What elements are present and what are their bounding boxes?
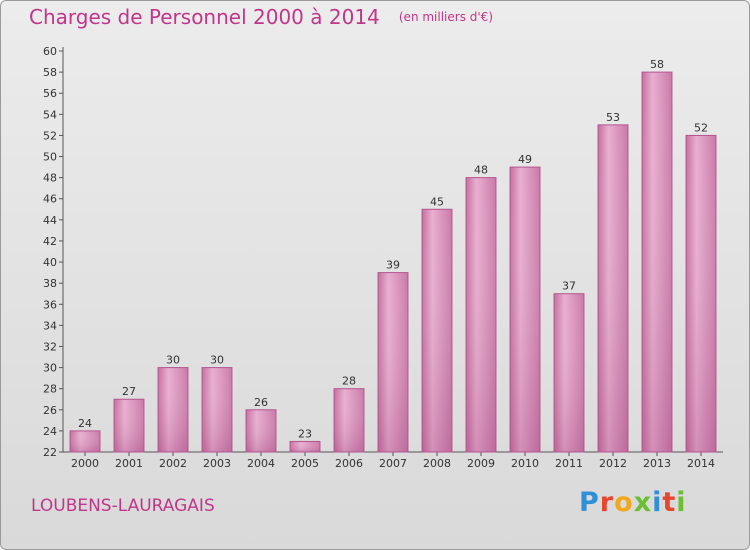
bar-value-label: 27 xyxy=(122,385,136,398)
x-tick-label: 2002 xyxy=(159,457,187,470)
y-tick-label: 50 xyxy=(43,151,57,164)
x-tick-label: 2007 xyxy=(379,457,407,470)
chart-subtitle: (en milliers d'€) xyxy=(398,10,493,24)
bar-value-label: 37 xyxy=(562,280,576,293)
proxiti-logo: Proxiti xyxy=(579,487,687,518)
logo-letter: r xyxy=(599,487,615,518)
bar-shade xyxy=(202,368,232,452)
bar-value-label: 28 xyxy=(342,375,356,388)
y-tick-label: 22 xyxy=(43,446,57,459)
bar-shade xyxy=(378,273,408,452)
bar-shade xyxy=(554,294,584,452)
axes: 22 24 26 28 30 32 34 36 38 40 42 44 46 48 50 52 54 56 58 60… xyxy=(43,45,723,470)
x-tick-label: 2014 xyxy=(687,457,715,470)
y-tick-label: 36 xyxy=(43,298,57,311)
y-tick-label: 56 xyxy=(43,87,57,100)
x-tick-label: 2001 xyxy=(115,457,143,470)
x-tick-label: 2006 xyxy=(335,457,363,470)
y-tick-label: 24 xyxy=(43,425,57,438)
bar-shade xyxy=(158,368,188,452)
bar-value-label: 45 xyxy=(430,195,444,208)
bar-shade xyxy=(466,178,496,452)
logo-letter: x xyxy=(633,487,653,518)
bar-value-label: 48 xyxy=(474,164,488,177)
logo-letter: t xyxy=(662,487,677,518)
x-tick-label: 2004 xyxy=(247,457,275,470)
bar-value-label: 30 xyxy=(166,354,180,367)
value-labels: 24 27 30 30 26 23 28 39 45 48 49 37 53 58 52 xyxy=(78,58,708,440)
y-tick-label: 34 xyxy=(43,319,57,332)
bar-value-label: 39 xyxy=(386,259,400,272)
bar-value-label: 24 xyxy=(78,417,92,430)
bar-shade xyxy=(246,410,276,452)
y-tick-label: 60 xyxy=(43,45,57,58)
bar-shade xyxy=(422,209,452,452)
y-tick-label: 30 xyxy=(43,362,57,375)
y-tick-label: 40 xyxy=(43,256,57,269)
y-tick-label: 48 xyxy=(43,172,57,185)
x-tick-label: 2012 xyxy=(599,457,627,470)
title-row: Charges de Personnel 2000 à 2014 (en mil… xyxy=(29,5,493,29)
bar-shade xyxy=(290,441,320,452)
bar-shade xyxy=(114,399,144,452)
y-tick-label: 38 xyxy=(43,277,57,290)
bar-value-label: 30 xyxy=(210,354,224,367)
bar-shade xyxy=(686,135,716,452)
x-tick-label: 2000 xyxy=(71,457,99,470)
y-tick-label: 26 xyxy=(43,404,57,417)
x-tick-label: 2005 xyxy=(291,457,319,470)
x-tick-label: 2009 xyxy=(467,457,495,470)
bar-value-label: 23 xyxy=(298,427,312,440)
commune-name: LOUBENS-LAURAGAIS xyxy=(31,496,215,516)
x-tick-label: 2008 xyxy=(423,457,451,470)
y-tick-label: 46 xyxy=(43,193,57,206)
logo-letter: o xyxy=(614,487,634,518)
x-tick-label: 2013 xyxy=(643,457,671,470)
bar-value-label: 53 xyxy=(606,111,620,124)
bar-shade xyxy=(598,125,628,452)
x-tick-label: 2011 xyxy=(555,457,583,470)
y-tick-label: 52 xyxy=(43,129,57,142)
y-tick-label: 54 xyxy=(43,108,57,121)
bar-shade xyxy=(510,167,540,452)
logo-letter: P xyxy=(579,487,600,518)
bars xyxy=(69,71,717,453)
y-tick-label: 28 xyxy=(43,383,57,396)
chart-title: Charges de Personnel 2000 à 2014 xyxy=(29,5,380,29)
bar-value-label: 26 xyxy=(254,396,268,409)
logo-letter: i xyxy=(676,487,687,518)
bar-shade xyxy=(70,431,100,452)
bar-value-label: 58 xyxy=(650,58,664,71)
bar-shade xyxy=(334,389,364,452)
bar-shade xyxy=(642,72,672,452)
bar-value-label: 52 xyxy=(694,121,708,134)
y-tick-label: 42 xyxy=(43,235,57,248)
x-tick-label: 2003 xyxy=(203,457,231,470)
y-tick-label: 44 xyxy=(43,214,57,227)
bar-value-label: 49 xyxy=(518,153,532,166)
x-tick-label: 2010 xyxy=(511,457,539,470)
logo-letter: i xyxy=(652,487,663,518)
y-tick-label: 58 xyxy=(43,66,57,79)
y-tick-label: 32 xyxy=(43,340,57,353)
